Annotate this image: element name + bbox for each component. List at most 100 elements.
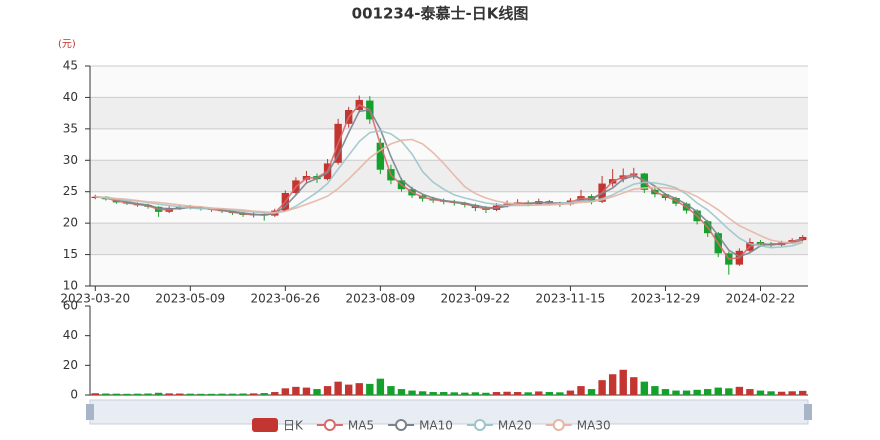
volume-bar (714, 387, 722, 395)
split-area (90, 128, 808, 161)
volume-bar (239, 393, 247, 395)
volume-bar (788, 391, 796, 395)
chart-title: 001234-泰慕士-日K线图 (352, 5, 529, 23)
y-tick-label: 25 (63, 184, 78, 198)
volume-bar (746, 389, 754, 395)
split-area (90, 97, 808, 129)
volume-bar (302, 387, 311, 395)
volume-bar (292, 386, 300, 395)
volume-tick-label: 20 (63, 358, 78, 372)
split-area (90, 160, 808, 192)
volume-bar (429, 392, 437, 395)
volume-bar (461, 392, 469, 395)
volume-bar (672, 390, 680, 395)
volume-bar (661, 389, 670, 395)
x-tick-label: 2023-12-29 (631, 292, 701, 306)
volume-bar (471, 392, 480, 395)
y-tick-label: 40 (63, 90, 78, 104)
volume-bar (524, 392, 532, 395)
volume-bar (756, 390, 765, 395)
volume-bar (271, 392, 279, 395)
legend-icon[interactable] (473, 419, 486, 431)
x-tick-label: 2023-11-15 (536, 292, 606, 306)
volume-bar (503, 391, 511, 395)
y-tick-label: 15 (63, 247, 78, 261)
y-tick-label: 30 (63, 153, 78, 167)
volume-bar (313, 389, 321, 395)
zoom-handle[interactable] (86, 404, 94, 420)
volume-bar (799, 390, 807, 395)
volume-bar (260, 393, 268, 395)
volume-bar (112, 393, 121, 395)
volume-bar (619, 369, 627, 395)
legend-icon[interactable] (395, 419, 408, 431)
candle-body (799, 236, 807, 241)
volume-bar (387, 386, 395, 395)
legend-icon[interactable] (252, 418, 278, 432)
split-area (90, 223, 808, 255)
volume-bar (228, 393, 237, 395)
volume-bar (492, 392, 501, 395)
volume-bar (545, 392, 554, 395)
volume-bar (556, 392, 564, 395)
volume-bar (91, 393, 99, 395)
legend-icon[interactable] (323, 419, 336, 431)
volume-bar (344, 384, 353, 395)
volume-bar (725, 388, 733, 395)
volume-bar (418, 391, 427, 395)
volume-bar (703, 389, 712, 395)
split-area (90, 66, 808, 98)
volume-tick-label: 60 (63, 299, 78, 313)
volume-bar (408, 390, 416, 395)
volume-tick-label: 0 (70, 388, 78, 402)
volume-bar (608, 374, 617, 395)
volume-bar (133, 393, 142, 395)
volume-bar (440, 392, 448, 395)
y-tick-label: 20 (63, 216, 78, 230)
legend-label[interactable]: 日K (283, 419, 304, 433)
volume-tick-label: 40 (63, 328, 78, 342)
volume-bar (682, 390, 691, 395)
volume-bar (207, 393, 216, 395)
volume-bar (102, 393, 110, 395)
y-tick-label: 45 (63, 59, 78, 73)
volume-bar (450, 392, 458, 395)
volume-bar (566, 390, 575, 395)
volume-bar (640, 381, 649, 395)
volume-bar (577, 386, 585, 395)
split-area (90, 254, 808, 286)
x-tick-label: 2023-05-09 (155, 292, 225, 306)
ma-line (95, 138, 803, 245)
volume-bar (154, 392, 163, 395)
x-tick-label: 2023-06-26 (250, 292, 320, 306)
volume-bar (334, 381, 342, 395)
x-tick-label: 2023-03-20 (60, 292, 130, 306)
volume-bar (630, 377, 638, 395)
legend-label[interactable]: MA5 (348, 419, 374, 433)
volume-bar (281, 388, 290, 395)
volume-bar (587, 389, 596, 395)
volume-bar (397, 389, 406, 395)
volume-bar (355, 383, 363, 395)
zoom-handle[interactable] (804, 404, 812, 420)
volume-bar (735, 386, 744, 395)
volume-bar (767, 391, 775, 395)
zoom-slider[interactable] (89, 399, 809, 425)
volume-bar (482, 392, 490, 395)
legend-label[interactable]: MA30 (577, 419, 611, 433)
volume-bar (651, 386, 659, 395)
volume-bar (598, 380, 606, 395)
candle-body (376, 142, 385, 170)
volume-bar (197, 393, 205, 395)
x-tick-label: 2023-09-22 (441, 292, 511, 306)
legend-label[interactable]: MA20 (498, 419, 532, 433)
volume-bar (176, 393, 184, 395)
legend-label[interactable]: MA10 (419, 419, 453, 433)
legend-icon[interactable] (552, 419, 565, 431)
volume-bar (366, 383, 374, 395)
volume-bar (535, 391, 543, 395)
y-tick-label: 10 (63, 279, 78, 293)
x-tick-label: 2023-08-09 (345, 292, 415, 306)
volume-bar (165, 393, 173, 395)
